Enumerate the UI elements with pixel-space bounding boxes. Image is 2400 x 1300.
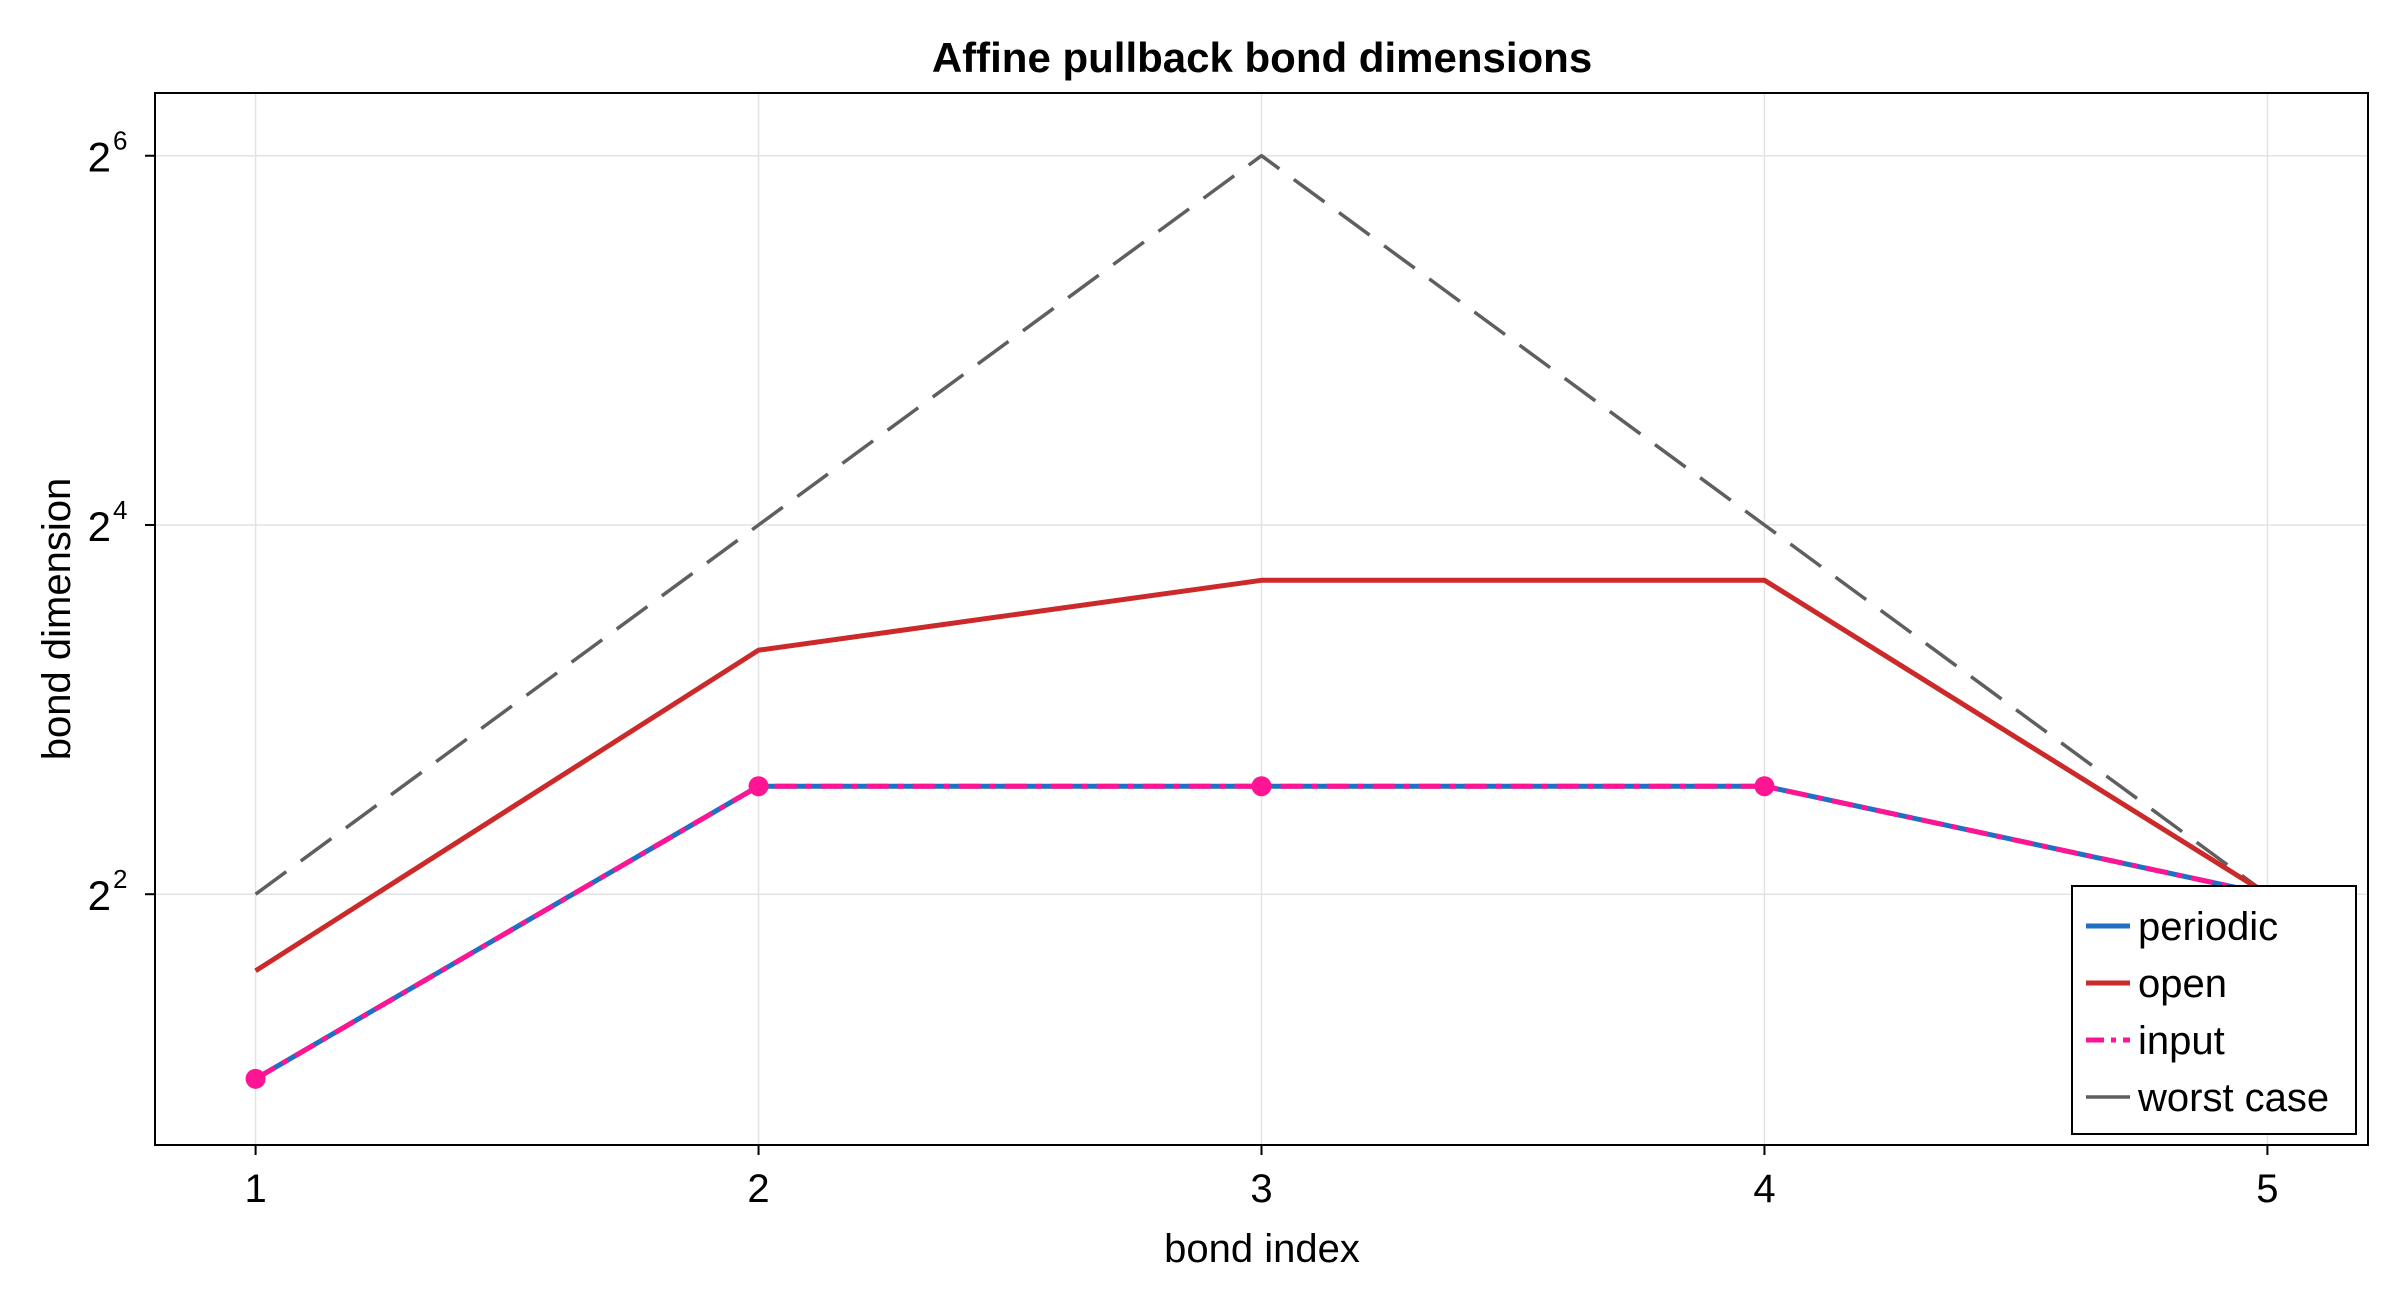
data-point — [748, 776, 769, 797]
legend: periodic open input worst case — [2071, 885, 2357, 1135]
y-tick-label: 2 — [88, 134, 111, 181]
x-tick-label: 4 — [1753, 1167, 1775, 1211]
legend-label: open — [2138, 962, 2227, 1006]
x-tick-label: 1 — [244, 1167, 266, 1211]
y-axis-label: bond dimension — [35, 478, 79, 760]
y-tick-exponent: 2 — [113, 864, 127, 894]
legend-label: periodic — [2138, 905, 2278, 949]
data-point — [245, 1068, 266, 1089]
y-axis-ticks: 2 22 42 6 — [88, 126, 155, 919]
y-tick-exponent: 4 — [113, 495, 127, 525]
grid-lines — [155, 93, 2368, 1145]
x-tick-label: 2 — [747, 1167, 769, 1211]
chart-title: Affine pullback bond dimensions — [932, 34, 1592, 81]
series-line-input — [254, 783, 2268, 1081]
legend-label: worst case — [2137, 1076, 2329, 1120]
x-tick-label: 5 — [2256, 1167, 2278, 1211]
markers-layer — [245, 776, 1775, 1089]
x-tick-label: 3 — [1250, 1167, 1272, 1211]
x-axis-ticks: 1 2 3 4 5 — [244, 1145, 2279, 1211]
x-axis-label: bond index — [1164, 1227, 1360, 1271]
y-tick-label: 2 — [88, 503, 111, 550]
legend-label: input — [2138, 1019, 2225, 1063]
y-tick-exponent: 6 — [113, 126, 127, 156]
series-line-worst-case — [254, 153, 2269, 896]
series-line-open — [254, 577, 2269, 973]
y-tick-label: 2 — [88, 872, 111, 919]
series-layer — [254, 153, 2269, 1081]
data-point — [1251, 776, 1272, 797]
data-point — [1754, 776, 1775, 797]
